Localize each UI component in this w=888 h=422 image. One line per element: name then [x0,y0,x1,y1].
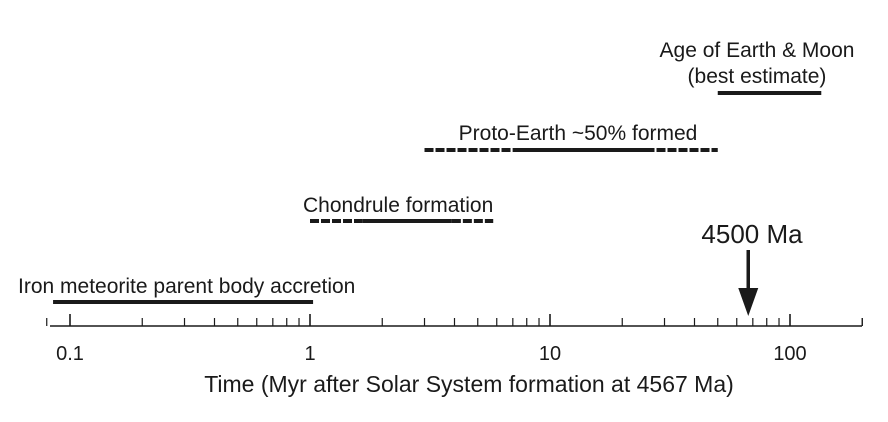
tick-label: 1 [304,343,315,365]
event-label-line-1: Age of Earth & Moon [660,39,855,62]
event-label: Iron meteorite parent body accretion [18,275,355,298]
event-label: Chondrule formation [303,194,493,217]
event-proto-earth: Proto-Earth ~50% formed [424,122,718,152]
event-chondrule-formation: Chondrule formation [303,194,493,223]
axis-title: Time (Myr after Solar System formation a… [204,371,734,397]
tick-label: 10 [539,343,561,365]
event-iron-meteorite-accretion: Iron meteorite parent body accretion [18,275,355,304]
event-age-earth-moon: Age of Earth & Moon (best estimate) [660,39,855,95]
tick-label: 100 [773,343,806,365]
event-label-line-2: (best estimate) [688,65,827,88]
axis-tick-labels: 0.1 1 10 100 [56,343,807,365]
event-label: Proto-Earth ~50% formed [459,122,698,145]
marker-label: 4500 Ma [701,219,803,249]
marker-arrowhead [738,288,759,316]
marker-4500-ma: 4500 Ma [701,219,803,316]
tick-label: 0.1 [56,343,84,365]
axis-ticks [46,314,863,326]
